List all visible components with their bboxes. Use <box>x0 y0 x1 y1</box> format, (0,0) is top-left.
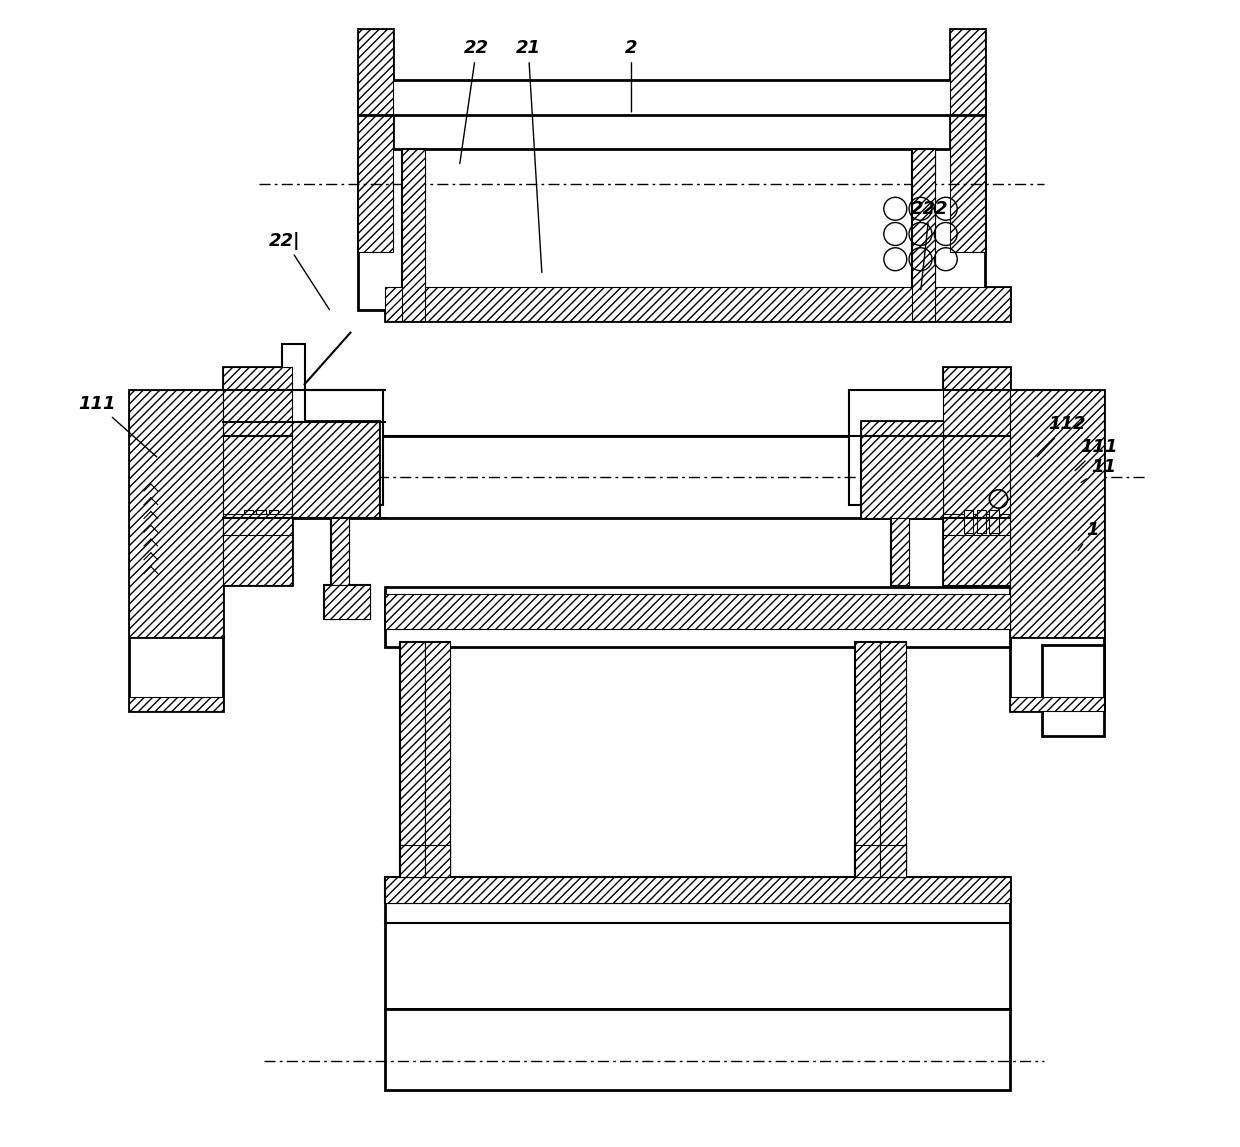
Bar <box>977 483 986 510</box>
Text: 2: 2 <box>625 39 637 112</box>
Bar <box>399 845 425 877</box>
Bar <box>861 421 944 518</box>
Bar <box>384 587 1011 647</box>
Bar <box>379 436 941 518</box>
Bar <box>399 642 425 877</box>
Bar <box>324 585 370 619</box>
Bar <box>324 585 370 619</box>
Text: 21: 21 <box>516 39 542 273</box>
Bar <box>384 877 1011 1009</box>
Bar <box>182 390 383 505</box>
Bar <box>384 594 1011 629</box>
Bar <box>425 845 450 877</box>
Text: 22: 22 <box>460 39 489 164</box>
Bar <box>1009 697 1104 711</box>
Bar <box>856 845 880 877</box>
Bar <box>890 518 909 585</box>
Bar <box>425 845 450 877</box>
Text: 222: 222 <box>911 200 949 290</box>
Bar <box>331 518 350 585</box>
Bar <box>257 483 265 510</box>
Bar <box>244 510 253 533</box>
Bar <box>880 642 905 877</box>
Bar <box>223 367 291 585</box>
Text: 11: 11 <box>1081 458 1116 483</box>
Bar <box>1009 637 1104 711</box>
Bar <box>358 80 985 115</box>
Bar <box>402 149 425 321</box>
Bar <box>944 514 1011 535</box>
Bar <box>134 401 218 625</box>
Bar <box>1014 401 1100 625</box>
Bar <box>425 642 450 877</box>
Bar <box>384 594 1011 629</box>
Text: 112: 112 <box>1037 415 1086 457</box>
Text: 22|: 22| <box>269 232 330 310</box>
Bar <box>880 845 905 877</box>
Text: 111: 111 <box>1075 438 1118 470</box>
Bar <box>880 642 905 877</box>
Bar <box>1042 645 1104 736</box>
Bar <box>129 390 223 637</box>
Bar <box>384 877 1011 903</box>
Bar <box>384 287 1011 321</box>
Bar <box>861 421 944 518</box>
Bar <box>913 149 935 321</box>
Bar <box>223 514 291 535</box>
Bar <box>856 642 880 877</box>
Bar <box>1009 390 1104 637</box>
Bar <box>269 483 278 510</box>
Bar <box>856 845 880 877</box>
Bar <box>331 518 350 585</box>
Bar <box>990 510 998 533</box>
Bar <box>358 29 393 252</box>
Bar <box>244 483 253 510</box>
Bar <box>977 510 986 533</box>
Bar <box>944 367 1011 585</box>
Bar <box>257 510 265 533</box>
Bar <box>129 390 223 637</box>
Bar <box>861 440 944 507</box>
Bar <box>291 421 379 518</box>
Bar <box>950 29 985 252</box>
Bar <box>965 483 973 510</box>
Bar <box>950 29 985 252</box>
Bar <box>129 637 223 711</box>
Bar <box>1009 390 1104 637</box>
Bar <box>849 390 1058 505</box>
Bar <box>402 149 425 321</box>
Bar <box>358 149 985 310</box>
Bar <box>384 877 1011 903</box>
Bar <box>856 642 880 877</box>
Text: 111: 111 <box>78 395 156 457</box>
Bar <box>358 29 393 252</box>
Bar <box>425 642 450 877</box>
Bar <box>384 1009 1011 1090</box>
Bar <box>399 845 425 877</box>
Bar <box>965 510 973 533</box>
Bar <box>890 518 909 585</box>
Text: 1: 1 <box>1078 521 1099 551</box>
Bar <box>913 149 935 321</box>
Bar <box>129 697 223 711</box>
Bar <box>399 642 425 877</box>
Bar <box>269 510 278 533</box>
Bar <box>291 421 379 518</box>
Bar <box>384 287 1011 321</box>
Bar <box>990 483 998 510</box>
Bar <box>944 367 1011 585</box>
Bar <box>223 367 291 585</box>
Bar <box>880 845 905 877</box>
Bar <box>281 344 305 505</box>
Bar <box>291 440 379 507</box>
